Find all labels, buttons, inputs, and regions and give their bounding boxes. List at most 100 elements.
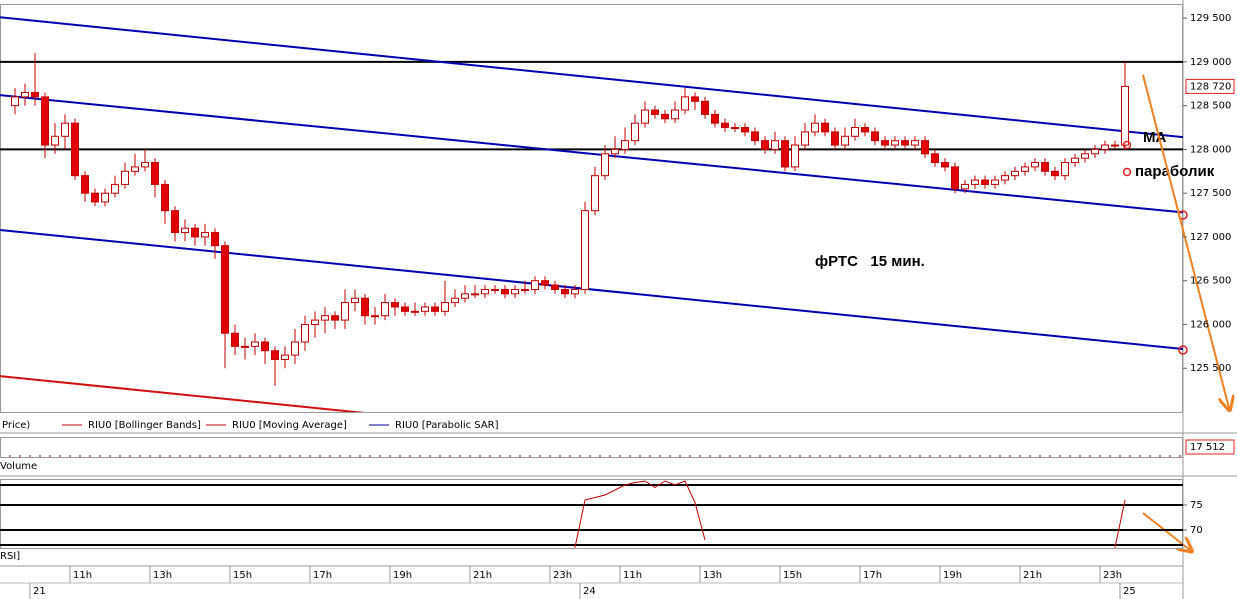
candle-body bbox=[551, 284, 559, 290]
candle-body bbox=[51, 135, 59, 146]
candle-body bbox=[521, 288, 529, 291]
candle-body bbox=[81, 175, 89, 194]
candle-body bbox=[591, 175, 599, 212]
annotation: параболик bbox=[1135, 163, 1215, 180]
rsi-line bbox=[574, 480, 1126, 548]
candle-body bbox=[411, 310, 419, 313]
candle-body bbox=[251, 341, 259, 347]
x-tick-label: 21h bbox=[473, 570, 492, 581]
candle-body bbox=[311, 319, 319, 325]
candle-body bbox=[931, 153, 939, 164]
candle-body bbox=[851, 127, 859, 137]
candle-body bbox=[561, 288, 569, 295]
candle-body bbox=[261, 341, 269, 352]
candle-body bbox=[61, 122, 69, 137]
candle-body bbox=[681, 96, 689, 111]
candle-body bbox=[41, 96, 49, 146]
x-tick-label: 19h bbox=[943, 570, 962, 581]
x-tick-label: 15h bbox=[233, 570, 252, 581]
candle-body bbox=[601, 153, 609, 177]
y-tick-label: 70 bbox=[1190, 525, 1203, 536]
candle-body bbox=[971, 179, 979, 185]
x-tick-label: 13h bbox=[153, 570, 172, 581]
candle-body bbox=[441, 302, 449, 312]
candle-body bbox=[101, 192, 109, 203]
price-plot bbox=[0, 16, 1183, 412]
candle-body bbox=[801, 131, 809, 146]
candle-body bbox=[11, 96, 19, 107]
x-tick-label: 23h bbox=[553, 570, 572, 581]
candle-body bbox=[1121, 85, 1129, 146]
candle-body bbox=[831, 131, 839, 146]
y-tick-label: 126 000 bbox=[1190, 319, 1231, 330]
x-tick-label: 11h bbox=[73, 570, 92, 581]
volume-frame bbox=[0, 437, 1183, 458]
candle-body bbox=[991, 179, 999, 185]
y-tick-label: 129 500 bbox=[1190, 13, 1231, 24]
trend-line bbox=[0, 375, 365, 412]
candle-body bbox=[761, 140, 769, 150]
candle-body bbox=[31, 92, 39, 98]
last-price-box bbox=[1185, 78, 1235, 94]
candle-body bbox=[751, 131, 759, 142]
candle-body bbox=[891, 140, 899, 146]
candle-body bbox=[531, 280, 539, 290]
candle-body bbox=[611, 148, 619, 155]
arrow bbox=[1142, 74, 1229, 408]
candle-body bbox=[301, 323, 309, 343]
candle-body bbox=[371, 315, 379, 318]
y-tick-label: 128 000 bbox=[1190, 144, 1231, 155]
y-tick-label: 128 500 bbox=[1190, 101, 1231, 112]
candle-body bbox=[181, 227, 189, 234]
day-label: 25 bbox=[1123, 586, 1136, 597]
candle-body bbox=[381, 302, 389, 317]
candle-body bbox=[461, 293, 469, 299]
candle-body bbox=[651, 109, 659, 115]
candle-body bbox=[421, 306, 429, 312]
candle-body bbox=[111, 183, 119, 194]
marker bbox=[1122, 167, 1132, 177]
candle-body bbox=[401, 306, 409, 312]
candle-body bbox=[91, 192, 99, 203]
candle-body bbox=[571, 288, 579, 295]
candle-body bbox=[671, 109, 679, 120]
day-label: 24 bbox=[583, 586, 596, 597]
x-tick-label: 15h bbox=[783, 570, 802, 581]
candle-body bbox=[1061, 162, 1069, 177]
candle-body bbox=[451, 297, 459, 304]
candle-body bbox=[771, 140, 779, 150]
candle-body bbox=[221, 245, 229, 334]
marker bbox=[1122, 140, 1132, 150]
candle-body bbox=[501, 288, 509, 295]
x-tick-label: 17h bbox=[863, 570, 882, 581]
trend-line bbox=[0, 94, 1183, 214]
legend-label: Price) bbox=[2, 420, 30, 431]
candle-body bbox=[1021, 166, 1029, 172]
candle-body bbox=[121, 170, 129, 185]
y-tick-label: 127 500 bbox=[1190, 188, 1231, 199]
candle-body bbox=[431, 306, 439, 312]
marker bbox=[1178, 345, 1188, 355]
legend-label: RIU0 [Parabolic SAR] bbox=[395, 420, 499, 431]
y-tick-label: 125 500 bbox=[1190, 363, 1231, 374]
candle-body bbox=[1091, 148, 1099, 155]
candle-body bbox=[271, 350, 279, 360]
candle-body bbox=[641, 109, 649, 124]
candle-body bbox=[491, 288, 499, 291]
annotation: фРТС 15 мин. bbox=[815, 253, 925, 270]
candle-body bbox=[781, 140, 789, 168]
candle-body bbox=[701, 100, 709, 115]
candle-body bbox=[1041, 162, 1049, 172]
panel-title: RSI] bbox=[0, 551, 20, 562]
candle-body bbox=[211, 232, 219, 247]
y-tick-label: 75 bbox=[1190, 500, 1203, 511]
candle-body bbox=[1011, 170, 1019, 177]
candle-body bbox=[861, 127, 869, 133]
candle-body bbox=[821, 122, 829, 133]
candle-body bbox=[151, 162, 159, 185]
candle-body bbox=[1071, 157, 1079, 164]
x-tick-label: 17h bbox=[313, 570, 332, 581]
candle-body bbox=[241, 345, 249, 348]
candle-body bbox=[661, 113, 669, 120]
